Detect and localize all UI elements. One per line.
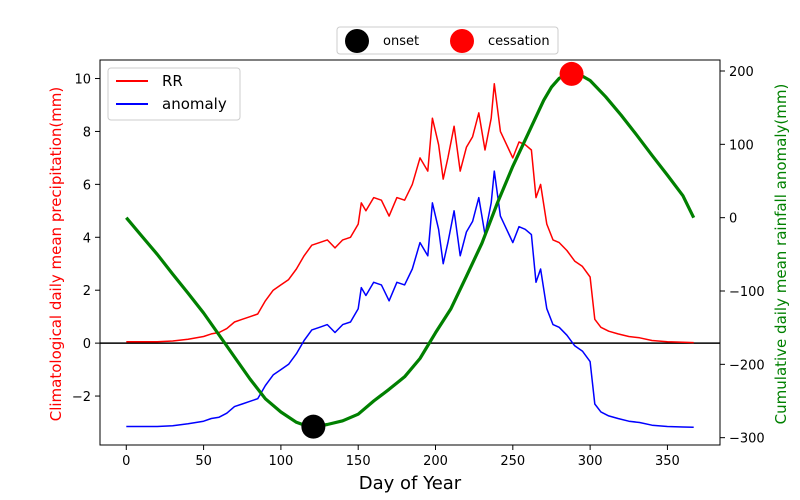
y-right-tick-label: 200 <box>729 65 754 80</box>
legend-anomaly-label: anomaly <box>162 95 227 113</box>
y-left-tick-label: 10 <box>74 73 91 88</box>
y-left-tick-label: 4 <box>83 231 91 246</box>
x-tick-label: 300 <box>578 454 603 469</box>
legend-rr-label: RR <box>162 72 183 90</box>
legend-onset-label: onset <box>383 34 419 49</box>
legend-markers: onset cessation <box>336 26 559 55</box>
y-right-tick-label: 100 <box>729 138 754 153</box>
y-axis-right-label: Cumulative daily mean rainfall anomaly(m… <box>772 84 790 425</box>
y-left-tick-label: 6 <box>83 178 91 193</box>
x-tick-label: 100 <box>268 454 293 469</box>
axes: 0 50 100 150 200 250 300 350 −2 0 2 4 6 8 10 −300 −200 −1… <box>72 59 765 469</box>
plot-frame <box>99 59 721 446</box>
y-right-tick-label: 0 <box>729 212 737 227</box>
y-left-tick-label: −2 <box>72 390 91 405</box>
y-left-tick-label: 0 <box>83 337 91 352</box>
x-tick-label: 200 <box>423 454 448 469</box>
x-tick-label: 250 <box>500 454 525 469</box>
y-left-tick-label: 8 <box>83 125 91 140</box>
y-right-tick-label: −200 <box>729 358 765 373</box>
y-left-tick-label: 2 <box>83 284 91 299</box>
x-tick-label: 0 <box>122 454 130 469</box>
x-tick-label: 150 <box>346 454 371 469</box>
onset-marker <box>301 414 326 439</box>
plot-area <box>100 61 720 439</box>
legends: RR anomaly onset cessation <box>107 26 559 121</box>
series-cumulative-line <box>125 72 696 429</box>
legend-cessation-swatch <box>450 29 474 53</box>
cessation-marker <box>559 61 584 86</box>
legend-markers-box <box>336 26 559 55</box>
y-axis-left-label: Climatological daily mean precipitation(… <box>47 87 65 422</box>
x-axis-label: Day of Year <box>359 473 462 494</box>
legend-series: RR anomaly <box>107 67 241 121</box>
x-tick-label: 350 <box>655 454 680 469</box>
y-right-tick-label: −300 <box>729 432 765 447</box>
legend-cessation-label: cessation <box>488 34 550 49</box>
x-tick-label: 50 <box>195 454 212 469</box>
series-anomaly-line <box>126 170 694 429</box>
series-rr-line <box>126 83 694 344</box>
y-right-tick-label: −100 <box>729 285 765 300</box>
legend-onset-swatch <box>345 29 369 53</box>
